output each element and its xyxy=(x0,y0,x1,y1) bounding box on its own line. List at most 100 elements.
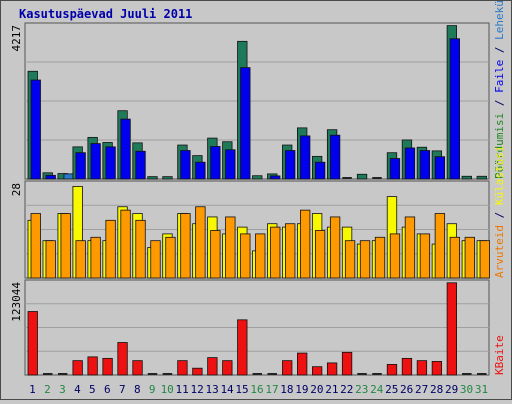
x-tick-23: 23 xyxy=(355,383,368,396)
x-tick-7: 7 xyxy=(119,383,126,396)
bar-bottom-zero-17 xyxy=(267,373,277,375)
legend-bottom-0: KBaite xyxy=(493,335,506,375)
x-tick-30: 30 xyxy=(460,383,473,396)
x-tick-9: 9 xyxy=(149,383,156,396)
bar-middle-Arvuteid-6 xyxy=(105,219,116,279)
bar-bottom-KBaite-26 xyxy=(401,357,413,376)
legend-middle-0: Arvuteid xyxy=(493,225,506,278)
bar-top-Faile-14 xyxy=(225,149,236,180)
x-tick-28: 28 xyxy=(430,383,443,396)
bar-top-Faile-26 xyxy=(404,147,416,180)
right-label-bottom: KBaite xyxy=(493,335,506,375)
bar-middle-Arvuteid-22 xyxy=(344,240,356,279)
bar-bottom-zero-3 xyxy=(57,373,68,375)
bar-bottom-zero-30 xyxy=(462,373,472,375)
bar-middle-Arvuteid-19 xyxy=(300,209,311,279)
bar-top-Pöördumisi-10 xyxy=(162,176,173,180)
ymax-label-middle: 28 xyxy=(10,183,23,196)
bar-middle-Arvuteid-14 xyxy=(225,216,236,279)
bar-top-zero-22 xyxy=(342,177,352,179)
bar-top-Faile-25 xyxy=(389,158,401,180)
bar-bottom-zero-31 xyxy=(477,373,487,375)
x-tick-10: 10 xyxy=(161,383,174,396)
bar-middle-Arvuteid-31 xyxy=(479,240,490,279)
bar-top-Faile-18 xyxy=(285,150,296,180)
x-tick-8: 8 xyxy=(134,383,141,396)
x-tick-1: 1 xyxy=(29,383,36,396)
bar-top-Faile-17 xyxy=(270,175,281,180)
bar-top-Faile-19 xyxy=(300,135,311,180)
bar-top-Faile-15 xyxy=(240,67,251,180)
bar-middle-Arvuteid-10 xyxy=(165,236,176,279)
bar-top-Faile-1 xyxy=(30,79,41,180)
bar-top-Faile-21 xyxy=(329,134,341,180)
x-tick-14: 14 xyxy=(220,383,234,396)
legend-middle-2: Külastusi xyxy=(493,146,506,206)
x-tick-12: 12 xyxy=(191,383,204,396)
bar-bottom-KBaite-15 xyxy=(237,319,248,376)
x-tick-16: 16 xyxy=(250,383,263,396)
bar-bottom-KBaite-13 xyxy=(207,357,218,376)
x-tick-6: 6 xyxy=(104,383,111,396)
bar-top-Pöördumisi-31 xyxy=(476,175,487,180)
bar-bottom-KBaite-7 xyxy=(117,342,128,376)
legend-top-1: / xyxy=(493,93,506,113)
bar-top-Pöördumisi-16 xyxy=(252,175,263,180)
legend-top-0: Pöördumisi xyxy=(493,113,506,179)
legend-top-2: Faile xyxy=(493,60,506,93)
bar-middle-Arvuteid-5 xyxy=(90,236,101,279)
legend-top-3: / xyxy=(493,40,506,60)
x-tick-5: 5 xyxy=(89,383,96,396)
bar-bottom-KBaite-27 xyxy=(416,360,428,376)
bar-middle-Arvuteid-13 xyxy=(210,230,221,279)
bar-bottom-KBaite-4 xyxy=(72,360,83,376)
x-tick-4: 4 xyxy=(74,383,81,396)
bar-middle-Arvuteid-26 xyxy=(404,216,416,279)
x-tick-15: 15 xyxy=(235,383,248,396)
bar-bottom-zero-23 xyxy=(357,373,367,375)
bar-middle-Arvuteid-8 xyxy=(135,219,146,279)
ymax-label-bottom: 123044 xyxy=(10,282,23,322)
bar-middle-Arvuteid-9 xyxy=(150,240,161,279)
bar-top-Faile-7 xyxy=(120,118,131,180)
bar-bottom-KBaite-8 xyxy=(132,360,143,376)
bar-top-Faile-5 xyxy=(90,143,101,180)
x-tick-19: 19 xyxy=(295,383,308,396)
bar-top-Faile-20 xyxy=(314,161,326,180)
bar-top-Pöördumisi-23 xyxy=(356,173,368,180)
bar-middle-Arvuteid-15 xyxy=(240,233,251,279)
x-tick-26: 26 xyxy=(400,383,413,396)
bar-bottom-KBaite-19 xyxy=(297,352,308,376)
bar-bottom-KBaite-5 xyxy=(87,356,98,376)
x-tick-22: 22 xyxy=(340,383,353,396)
bar-middle-Arvuteid-2 xyxy=(45,240,56,279)
bar-bottom-zero-24 xyxy=(372,373,382,375)
x-tick-21: 21 xyxy=(325,383,338,396)
bar-bottom-KBaite-28 xyxy=(431,360,443,376)
x-tick-24: 24 xyxy=(370,383,384,396)
bar-top-Faile-28 xyxy=(434,156,446,180)
bar-top-Faile-2 xyxy=(45,174,56,180)
bar-bottom-KBaite-14 xyxy=(222,360,233,376)
bar-middle-Arvuteid-29 xyxy=(449,236,460,279)
bar-middle-Arvuteid-30 xyxy=(464,236,475,279)
bar-bottom-KBaite-20 xyxy=(311,366,323,376)
bar-bottom-KBaite-6 xyxy=(102,357,113,376)
x-tick-2: 2 xyxy=(44,383,51,396)
bar-top-zero-24 xyxy=(372,177,382,179)
bar-middle-Arvuteid-24 xyxy=(374,236,386,279)
right-label-top: Pöördumisi / Faile / Lehekülgi xyxy=(493,1,506,179)
bar-middle-Arvuteid-20 xyxy=(314,230,326,279)
x-tick-20: 20 xyxy=(310,383,323,396)
bar-bottom-KBaite-12 xyxy=(192,367,203,376)
bar-bottom-KBaite-25 xyxy=(386,364,398,376)
bar-middle-Arvuteid-18 xyxy=(285,223,296,279)
bar-middle-Arvuteid-23 xyxy=(359,240,371,279)
bar-middle-Arvuteid-21 xyxy=(329,216,341,279)
bar-bottom-KBaite-18 xyxy=(282,360,293,376)
x-tick-31: 31 xyxy=(475,383,488,396)
legend-top-4: Lehekülgi xyxy=(493,1,506,40)
bar-top-Faile-4 xyxy=(75,152,86,180)
